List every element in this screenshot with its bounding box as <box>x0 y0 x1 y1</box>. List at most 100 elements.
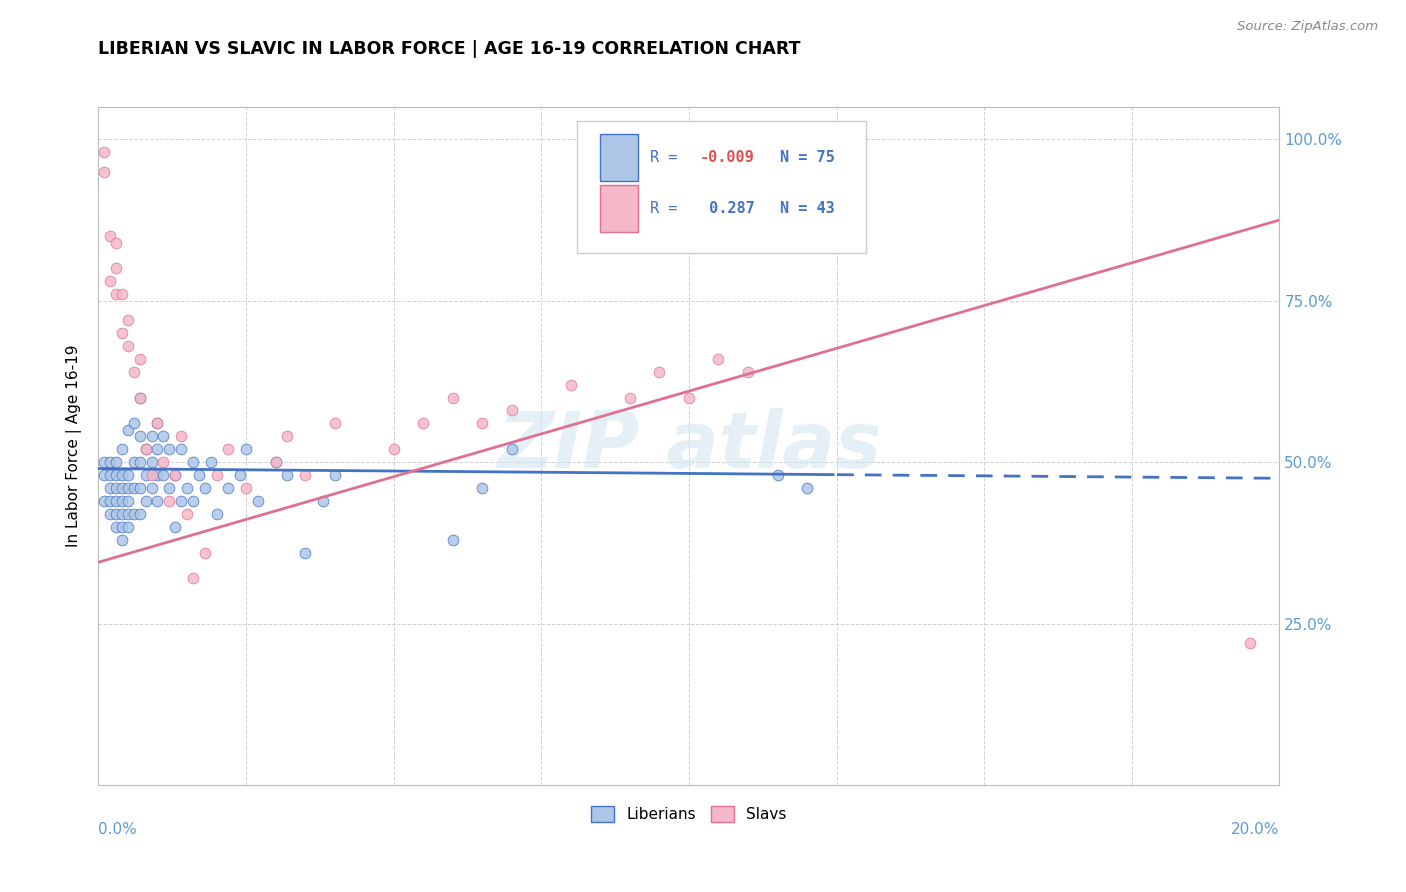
Text: Source: ZipAtlas.com: Source: ZipAtlas.com <box>1237 20 1378 33</box>
Point <box>141 481 163 495</box>
Point <box>122 417 145 431</box>
Point <box>111 481 134 495</box>
Point <box>165 468 187 483</box>
Point <box>1239 636 1261 650</box>
Point <box>441 391 464 405</box>
Point <box>98 494 121 508</box>
Point <box>176 507 198 521</box>
Point <box>181 494 204 508</box>
Point <box>122 455 145 469</box>
Point <box>117 423 139 437</box>
Text: R =: R = <box>650 202 686 216</box>
Point <box>98 229 121 244</box>
Point <box>117 494 139 508</box>
Point <box>200 455 222 469</box>
Point <box>93 494 115 508</box>
Point <box>157 442 180 457</box>
Point <box>117 339 139 353</box>
Point <box>382 442 405 457</box>
Point <box>187 468 209 483</box>
Point <box>194 481 217 495</box>
Text: R =: R = <box>650 151 686 165</box>
Text: LIBERIAN VS SLAVIC IN LABOR FORCE | AGE 16-19 CORRELATION CHART: LIBERIAN VS SLAVIC IN LABOR FORCE | AGE … <box>98 40 801 58</box>
Point <box>181 571 204 585</box>
Point <box>128 455 150 469</box>
FancyBboxPatch shape <box>600 135 638 181</box>
Point <box>194 545 217 559</box>
Point <box>93 145 115 160</box>
Point <box>98 274 121 288</box>
Point <box>117 481 139 495</box>
Point <box>170 429 193 443</box>
Point <box>501 403 523 417</box>
Point <box>111 468 134 483</box>
Point <box>105 287 128 301</box>
Point <box>205 468 228 483</box>
Point <box>146 468 169 483</box>
Point <box>235 442 257 457</box>
Point <box>441 533 464 547</box>
Point <box>98 507 121 521</box>
Point <box>105 494 128 508</box>
Point <box>111 287 134 301</box>
Text: N = 43: N = 43 <box>780 202 835 216</box>
Point <box>141 468 163 483</box>
Point <box>111 326 134 340</box>
Point <box>128 429 150 443</box>
Point <box>98 481 121 495</box>
Point <box>412 417 434 431</box>
Legend: Liberians, Slavs: Liberians, Slavs <box>585 800 793 828</box>
Point <box>141 455 163 469</box>
Point <box>217 442 239 457</box>
Point <box>105 507 128 521</box>
Point <box>471 481 494 495</box>
Point <box>276 429 298 443</box>
Point <box>111 494 134 508</box>
Point <box>93 455 115 469</box>
Point <box>264 455 287 469</box>
Point <box>323 417 346 431</box>
Point <box>128 351 150 366</box>
Point <box>135 494 157 508</box>
Point <box>157 494 180 508</box>
Point <box>264 455 287 469</box>
FancyBboxPatch shape <box>576 120 866 252</box>
Point <box>141 429 163 443</box>
Point <box>294 545 316 559</box>
Point <box>619 391 641 405</box>
Point <box>122 365 145 379</box>
Point <box>246 494 269 508</box>
Point <box>146 442 169 457</box>
Point <box>146 494 169 508</box>
Point <box>170 494 193 508</box>
Point <box>135 442 157 457</box>
Text: -0.009: -0.009 <box>700 151 755 165</box>
Point <box>501 442 523 457</box>
Point <box>111 507 134 521</box>
FancyBboxPatch shape <box>600 186 638 232</box>
Point <box>93 164 115 178</box>
Point <box>648 365 671 379</box>
Y-axis label: In Labor Force | Age 16-19: In Labor Force | Age 16-19 <box>66 344 83 548</box>
Point <box>678 391 700 405</box>
Point <box>294 468 316 483</box>
Point <box>105 455 128 469</box>
Point <box>152 468 174 483</box>
Text: ZIP atlas: ZIP atlas <box>496 408 882 484</box>
Point <box>122 481 145 495</box>
Point <box>165 468 187 483</box>
Point <box>105 481 128 495</box>
Point <box>796 481 818 495</box>
Point <box>217 481 239 495</box>
Point <box>105 261 128 276</box>
Point <box>165 519 187 533</box>
Point <box>205 507 228 521</box>
Point <box>128 507 150 521</box>
Point <box>737 365 759 379</box>
Point <box>98 468 121 483</box>
Point <box>471 417 494 431</box>
Point <box>560 377 582 392</box>
Point <box>117 313 139 327</box>
Point <box>111 533 134 547</box>
Point <box>105 468 128 483</box>
